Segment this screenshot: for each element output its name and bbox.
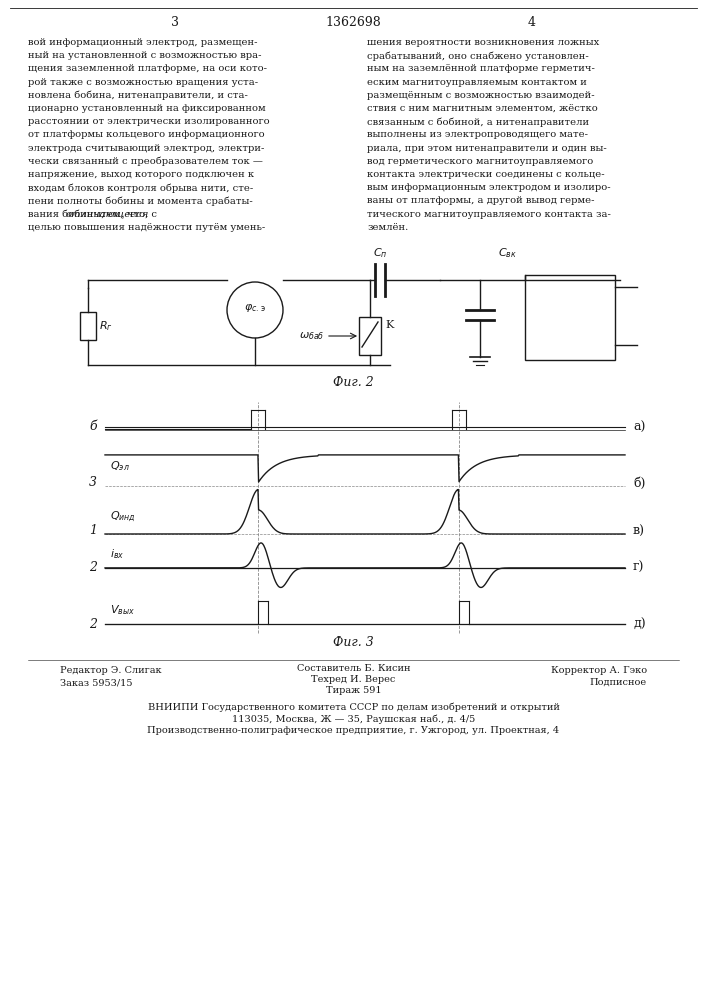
Text: Корректор А. Гэко: Корректор А. Гэко bbox=[551, 666, 647, 675]
Text: Производственно-полиграфическое предприятие, г. Ужгород, ул. Проектная, 4: Производственно-полиграфическое предприя… bbox=[148, 726, 559, 735]
Text: 113035, Москва, Ж — 35, Раушская наб., д. 4/5: 113035, Москва, Ж — 35, Раушская наб., д… bbox=[232, 714, 475, 724]
Text: расстоянии от электрически изолированного: расстоянии от электрически изолированног… bbox=[28, 117, 269, 126]
Text: $V_{вых}$: $V_{вых}$ bbox=[110, 603, 135, 617]
Text: тического магнитоуправляемого контакта за-: тического магнитоуправляемого контакта з… bbox=[367, 210, 611, 219]
Text: вод герметического магнитоуправляемого: вод герметического магнитоуправляемого bbox=[367, 157, 593, 166]
Text: 1: 1 bbox=[89, 524, 97, 538]
Text: отличающееся: отличающееся bbox=[66, 210, 149, 219]
Text: б: б bbox=[89, 420, 97, 434]
Text: Редактор Э. Слигак: Редактор Э. Слигак bbox=[60, 666, 162, 675]
Text: вой информационный электрод, размещен-: вой информационный электрод, размещен- bbox=[28, 38, 257, 47]
Text: Фиг. 3: Фиг. 3 bbox=[333, 636, 374, 648]
Text: ным на заземлённой платформе герметич-: ным на заземлённой платформе герметич- bbox=[367, 64, 595, 73]
Text: ваны от платформы, а другой вывод герме-: ваны от платформы, а другой вывод герме- bbox=[367, 196, 595, 205]
Text: срабатываний, оно снабжено установлен-: срабатываний, оно снабжено установлен- bbox=[367, 51, 589, 61]
Text: выполнены из электропроводящего мате-: выполнены из электропроводящего мате- bbox=[367, 130, 588, 139]
Text: 4: 4 bbox=[528, 15, 536, 28]
Text: $C_п$: $C_п$ bbox=[373, 246, 387, 260]
Text: тем, что, с: тем, что, с bbox=[98, 210, 157, 219]
Text: $C_{вк}$: $C_{вк}$ bbox=[498, 246, 517, 260]
Text: в): в) bbox=[633, 524, 645, 538]
Text: 1362698: 1362698 bbox=[326, 15, 381, 28]
Text: $i_{вх}$: $i_{вх}$ bbox=[110, 547, 124, 561]
Text: связанным с бобиной, а нитенаправители: связанным с бобиной, а нитенаправители bbox=[367, 117, 589, 127]
Text: 3: 3 bbox=[171, 15, 179, 28]
Text: целью повышения надёжности путём умень-: целью повышения надёжности путём умень- bbox=[28, 223, 265, 232]
Text: $\omega_{\mathit{баб}}$: $\omega_{\mathit{баб}}$ bbox=[298, 330, 324, 342]
Text: 2: 2 bbox=[89, 617, 97, 631]
Text: $\varphi_{c.\,\mathsf{э}}$: $\varphi_{c.\,\mathsf{э}}$ bbox=[244, 302, 267, 314]
Text: ВНИИПИ Государственного комитета СССР по делам изобретений и открытий: ВНИИПИ Государственного комитета СССР по… bbox=[148, 702, 559, 712]
Text: щения заземленной платформе, на оси кото-: щения заземленной платформе, на оси кото… bbox=[28, 64, 267, 73]
Text: д): д) bbox=[633, 617, 645, 631]
Text: Подписное: Подписное bbox=[590, 678, 647, 687]
Text: ционарно установленный на фиксированном: ционарно установленный на фиксированном bbox=[28, 104, 266, 113]
Text: входам блоков контроля обрыва нити, сте-: входам блоков контроля обрыва нити, сте- bbox=[28, 183, 253, 193]
Text: б): б) bbox=[633, 477, 645, 489]
Text: вым информационным электродом и изолиро-: вым информационным электродом и изолиро- bbox=[367, 183, 611, 192]
Text: 3: 3 bbox=[89, 477, 97, 489]
Text: шения вероятности возникновения ложных: шения вероятности возникновения ложных bbox=[367, 38, 600, 47]
Text: напряжение, выход которого подключен к: напряжение, выход которого подключен к bbox=[28, 170, 254, 179]
Text: Составитель Б. Кисин: Составитель Б. Кисин bbox=[297, 664, 410, 673]
Bar bbox=[80, 312, 96, 340]
Text: вания бобины,: вания бобины, bbox=[28, 210, 107, 219]
Text: Заказ 5953/15: Заказ 5953/15 bbox=[60, 678, 132, 687]
Text: рой также с возможностью вращения уста-: рой также с возможностью вращения уста- bbox=[28, 78, 258, 87]
Text: K: K bbox=[385, 320, 393, 330]
Text: $Q_{эл}$: $Q_{эл}$ bbox=[110, 459, 130, 473]
Text: новлена бобина, нитенаправители, и ста-: новлена бобина, нитенаправители, и ста- bbox=[28, 91, 248, 100]
Text: электрода считывающий электрод, электри-: электрода считывающий электрод, электри- bbox=[28, 144, 264, 153]
Text: пени полноты бобины и момента срабаты-: пени полноты бобины и момента срабаты- bbox=[28, 196, 252, 206]
Text: землён.: землён. bbox=[367, 223, 408, 232]
Text: контакта электрически соединены с кольце-: контакта электрически соединены с кольце… bbox=[367, 170, 604, 179]
Text: $Q_{инд}$: $Q_{инд}$ bbox=[110, 510, 136, 524]
Text: еским магнитоуправляемым контактом и: еским магнитоуправляемым контактом и bbox=[367, 78, 587, 87]
Text: ный на установленной с возможностью вра-: ный на установленной с возможностью вра- bbox=[28, 51, 262, 60]
Text: Тираж 591: Тираж 591 bbox=[326, 686, 381, 695]
Text: от платформы кольцевого информационного: от платформы кольцевого информационного bbox=[28, 130, 264, 139]
Text: Фиг. 2: Фиг. 2 bbox=[333, 375, 374, 388]
Text: чески связанный с преобразователем ток —: чески связанный с преобразователем ток — bbox=[28, 157, 263, 166]
Text: риала, при этом нитенаправители и один вы-: риала, при этом нитенаправители и один в… bbox=[367, 144, 607, 153]
Text: г): г) bbox=[633, 561, 644, 574]
Text: 2: 2 bbox=[89, 561, 97, 574]
Text: $R_г$: $R_г$ bbox=[99, 319, 113, 333]
Bar bbox=[359, 317, 381, 355]
Text: ствия с ним магнитным элементом, жёстко: ствия с ним магнитным элементом, жёстко bbox=[367, 104, 597, 113]
Bar bbox=[525, 275, 615, 360]
Text: а): а) bbox=[633, 420, 645, 434]
Text: Техред И. Верес: Техред И. Верес bbox=[311, 675, 396, 684]
Text: размещённым с возможностью взаимодей-: размещённым с возможностью взаимодей- bbox=[367, 91, 595, 100]
